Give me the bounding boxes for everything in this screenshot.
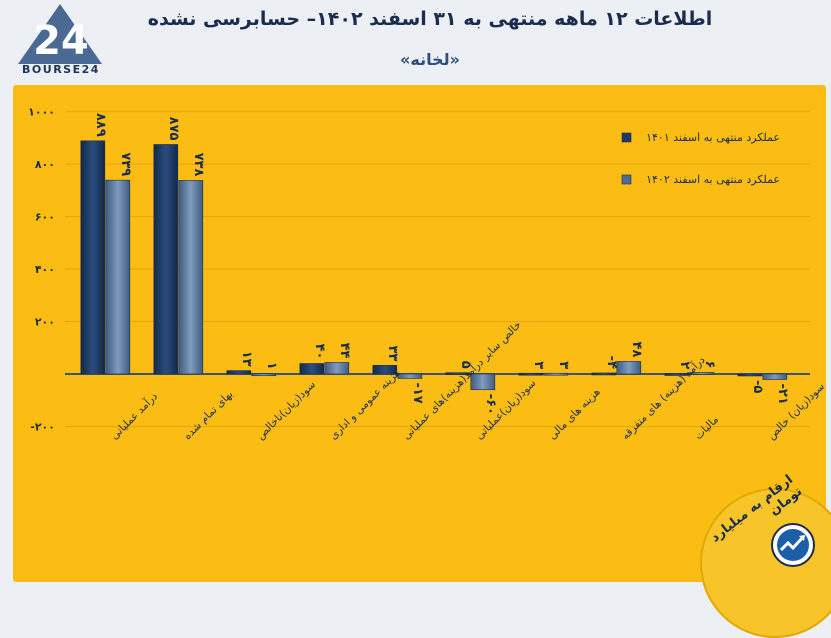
bar-1 (445, 372, 471, 375)
header: 24 BOURSE24 اطلاعات ۱۲ ماهه منتهی به ۳۱ … (0, 0, 831, 85)
bar-1 (591, 372, 617, 376)
data-label: ۳ (531, 361, 546, 369)
bar-2 (105, 179, 131, 375)
bar-1 (518, 372, 544, 376)
data-label: ۴۰ (312, 344, 327, 360)
category-label: درآمد عملیاتی (108, 390, 161, 443)
bar-2 (616, 361, 642, 375)
data-label: ۲ (677, 362, 692, 370)
bar-1 (737, 373, 763, 377)
data-label: ۴۴ (337, 343, 352, 359)
data-label: ۵ (458, 361, 473, 369)
logo-text: BOURSE24 (22, 63, 100, 76)
category-label: بهای تمام شده (181, 388, 235, 442)
data-label: ۱ (264, 362, 279, 370)
data-label: -۶۰ (483, 394, 498, 415)
legend-label-1: عملکرد منتهی به اسفند ۱۴۰۱ (646, 131, 780, 144)
category-label: هزینه عمومی و اداری (327, 367, 402, 442)
data-label: ۷۳۹ (118, 152, 133, 176)
legend-swatch-2 (621, 174, 632, 185)
bar-1 (80, 140, 106, 375)
legend-label-2: عملکرد منتهی به اسفند ۱۴۰۲ (646, 173, 780, 186)
bar-2 (397, 373, 423, 379)
y-tick-label: ۱۰۰۰ (28, 106, 55, 119)
category-label: خالص سایر درآمد(هزینه)های عملیاتی (400, 318, 524, 442)
category-label: سود(زیان)ناخالص (254, 379, 318, 443)
page-title: اطلاعات ۱۲ ماهه منتهی به ۳۱ اسفند ۱۴۰۲– … (147, 8, 713, 30)
data-label: -۱۷ (410, 382, 425, 403)
chart-panel (13, 85, 826, 582)
data-label: ۸۷۵ (166, 117, 181, 141)
bar-2 (324, 362, 350, 375)
data-label: ۸۸۹ (93, 113, 108, 137)
data-label: ۳ (556, 361, 571, 369)
y-tick-label: -۲۰۰ (30, 420, 55, 433)
trend-arrow-icon (771, 523, 815, 567)
bar-2 (762, 373, 788, 380)
category-label: سود(زیان) خالص (765, 381, 827, 443)
company-name: «لخانه» (400, 50, 460, 69)
svg-text:24: 24 (33, 18, 89, 64)
bar-1 (299, 363, 325, 375)
data-label: ۷۳۸ (191, 153, 206, 177)
bar-2 (543, 372, 569, 376)
data-label: ۶ (702, 360, 717, 368)
y-tick-label: ۲۰۰ (35, 316, 55, 329)
bar-1 (153, 144, 179, 375)
data-label: ۱۳ (239, 351, 254, 367)
data-label: ۴۸ (629, 342, 644, 358)
bar-1 (372, 365, 398, 375)
bar-2 (470, 373, 496, 391)
y-tick-label: ۶۰۰ (35, 211, 55, 224)
category-label: مالیات (692, 414, 720, 442)
bar-1 (664, 373, 690, 376)
bar-chart: ۱۰۰۰ ۸۰۰ ۶۰۰ ۴۰۰ ۲۰۰ -۲۰۰ ۸۸۹ ۷۳۹ ۸۷۵ ۷۳۸ ۱۳ ۱ ۴۰ ۴۴… (28, 106, 827, 443)
data-label: -۲۱ (775, 384, 790, 405)
y-tick-label: ۸۰۰ (35, 158, 55, 171)
data-label: -۴ (604, 356, 619, 369)
legend-swatch-1 (621, 132, 632, 143)
category-label: هزینه های مالی (546, 386, 602, 442)
bar-2 (178, 180, 204, 375)
bar-2 (689, 372, 715, 375)
data-label: -۵ (750, 380, 765, 393)
bar-1 (226, 370, 252, 375)
data-label: ۳۳ (385, 345, 400, 361)
bar-2 (251, 373, 277, 377)
y-tick-label: ۴۰۰ (35, 263, 55, 276)
bourse24-logo: 24 (18, 4, 102, 64)
